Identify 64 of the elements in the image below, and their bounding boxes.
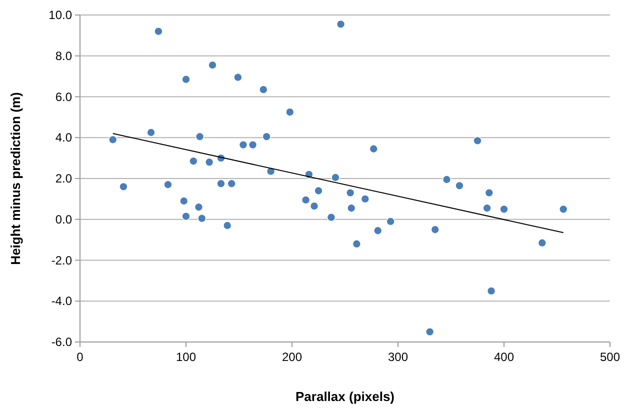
point	[227, 179, 236, 188]
y-tick-label: 10.0	[48, 8, 72, 22]
point	[258, 85, 268, 94]
x-tick-label: 0	[76, 350, 84, 364]
y-tick-label: -4.0	[51, 294, 72, 308]
point	[164, 180, 172, 190]
point	[195, 132, 204, 141]
x-tick-label: 200	[282, 350, 302, 364]
point	[182, 212, 190, 221]
point	[204, 158, 214, 167]
point	[346, 204, 356, 213]
y-axis-title: Height minus prediction (m)	[8, 92, 23, 265]
point	[369, 144, 378, 154]
point	[198, 214, 206, 223]
point	[238, 140, 248, 150]
point	[360, 194, 370, 204]
point	[500, 204, 508, 214]
point	[473, 136, 482, 146]
point	[182, 74, 190, 84]
point	[430, 225, 440, 234]
point	[484, 188, 494, 198]
x-axis-title: Parallax (pixels)	[296, 389, 394, 404]
point	[179, 196, 188, 206]
point	[346, 188, 355, 198]
point	[108, 135, 118, 144]
point	[314, 186, 323, 196]
point	[310, 202, 319, 210]
y-tick-label: 0.0	[55, 212, 72, 226]
y-tick-label: -6.0	[51, 335, 72, 349]
point	[538, 238, 547, 248]
point	[248, 140, 258, 150]
point	[234, 72, 242, 82]
point	[262, 132, 271, 141]
point	[486, 286, 496, 296]
point	[285, 108, 294, 116]
point	[331, 173, 340, 182]
x-tick-label: 300	[388, 350, 408, 364]
point	[194, 202, 204, 212]
x-tick-label: 500	[600, 350, 620, 364]
point	[336, 20, 346, 29]
point	[352, 240, 362, 248]
y-tick-label: -2.0	[51, 253, 72, 268]
point	[208, 60, 217, 70]
x-tick-label: 400	[494, 350, 514, 364]
x-tick-label: 100	[176, 350, 196, 364]
point	[189, 156, 198, 166]
point	[455, 181, 464, 190]
point	[386, 217, 395, 226]
point	[146, 128, 156, 137]
point	[216, 179, 226, 188]
point	[425, 327, 434, 336]
point	[558, 204, 568, 214]
point	[482, 204, 492, 213]
point	[119, 182, 128, 192]
y-tick-label: 4.0	[55, 130, 72, 145]
point	[301, 196, 310, 204]
point	[373, 226, 382, 235]
point	[154, 26, 163, 36]
point	[222, 221, 232, 230]
point	[442, 175, 452, 184]
y-tick-label: 2.0	[55, 172, 72, 186]
point	[326, 212, 336, 222]
y-tick-label: 6.0	[55, 90, 72, 104]
y-tick-label: 8.0	[55, 48, 72, 63]
